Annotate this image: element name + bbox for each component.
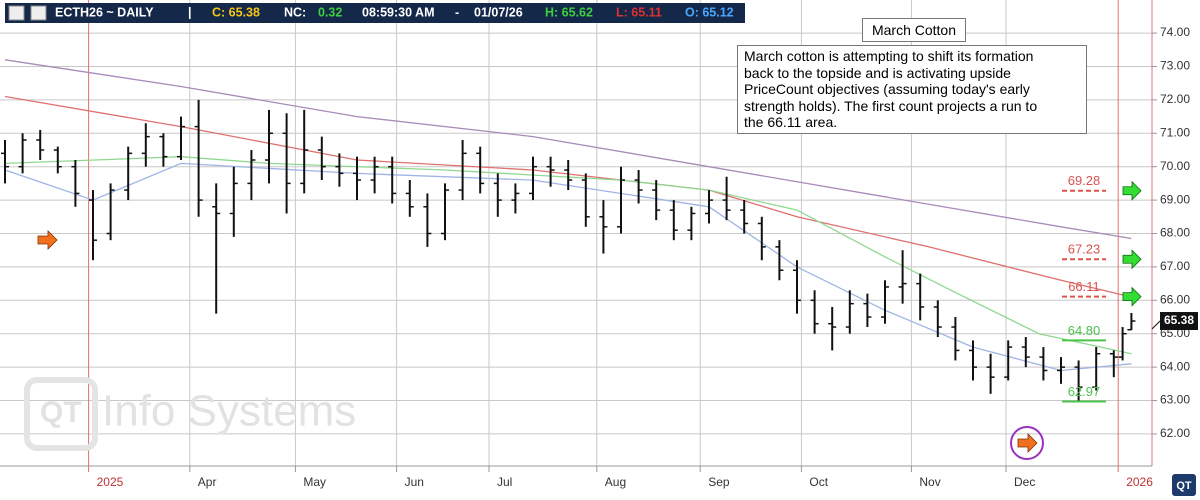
y-tick-label: 66.00 [1160, 292, 1190, 306]
annotation-body: March cotton is attempting to shift its … [737, 45, 1087, 134]
y-tick-label: 69.00 [1160, 192, 1190, 206]
axes: 62.0063.0064.0065.0066.0067.0068.0069.00… [0, 0, 1198, 489]
x-tick-label: Apr [198, 475, 217, 489]
y-tick-label: 62.00 [1160, 426, 1190, 440]
annotation-line: PriceCount objectives (assuming today's … [744, 81, 1030, 97]
watermark-logo [24, 377, 98, 451]
y-tick-label: 72.00 [1160, 92, 1190, 106]
watermark-text: Info Systems [102, 387, 356, 436]
y-tick-label: 71.00 [1160, 125, 1190, 139]
header: ECTH26 ~ DAILY | C: 65.38 NC: 0.32 08:59:30 A… [55, 5, 734, 19]
y-tick-label: 64.00 [1160, 359, 1190, 373]
annotation-line: strength holds). The first count project… [744, 97, 1038, 114]
x-tick-label: Nov [919, 475, 940, 489]
arrow-circle [1010, 426, 1044, 460]
header-item: O: 65.12 [685, 5, 734, 19]
bars [1, 99, 1136, 401]
x-tick-label: May [303, 475, 326, 489]
x-tick-label: Oct [809, 475, 828, 489]
annotation-title: March Cotton [862, 18, 966, 42]
header-icon [8, 5, 25, 21]
header-item: L: 65.11 [616, 5, 662, 19]
annotation-line: March cotton is attempting to shift its … [744, 48, 1034, 64]
y-tick-label: 74.00 [1160, 25, 1190, 39]
level-label: 62.97 [1068, 384, 1101, 399]
arrow-green [1122, 249, 1142, 270]
header-item: H: 65.62 [545, 5, 593, 19]
y-tick-label: 63.00 [1160, 393, 1190, 407]
header-icon [30, 5, 47, 21]
header-item: C: 65.38 [212, 5, 260, 19]
x-tick-label: Jul [497, 475, 512, 489]
header-item: 0.32 [318, 5, 342, 19]
price-pointer [1151, 320, 1161, 330]
header-item: 01/07/26 [474, 5, 523, 19]
levels: 69.28 67.23 66.11 64.80 62.97 [1062, 173, 1142, 403]
y-tick-label: 67.00 [1160, 259, 1190, 273]
annotation-line: back to the topside and is activating up… [744, 64, 1011, 81]
arrow-orange [37, 230, 58, 250]
arrow [37, 230, 58, 250]
header-bar [5, 3, 745, 23]
corner-logo [1172, 474, 1196, 496]
watermark-logo-text: QT [40, 396, 82, 429]
corner-logo-text: QT [1176, 480, 1192, 492]
x-tick-label: Jun [405, 475, 424, 489]
arrow-orange [1017, 433, 1038, 453]
annotation-line: the 66.11 area. [744, 114, 838, 130]
level-label: 67.23 [1068, 242, 1101, 257]
watermark-group: QT Info Systems [24, 377, 356, 451]
arrow [1010, 426, 1044, 460]
price-tag [1160, 312, 1198, 331]
arrow-green [1122, 180, 1142, 201]
y-tick-label: 70.00 [1160, 159, 1190, 173]
level-label: 64.80 [1068, 323, 1101, 338]
moving-average [4, 59, 1132, 240]
x-tick-label: Sep [708, 475, 730, 489]
header-item: 08:59:30 AM [362, 5, 435, 19]
y-tick-label: 73.00 [1160, 59, 1190, 73]
arrow-green [1122, 286, 1142, 307]
level-label: 69.28 [1068, 173, 1101, 188]
price-tag-label: 65.38 [1164, 313, 1194, 327]
level-label: 66.11 [1068, 279, 1100, 294]
header-item: ECTH26 ~ DAILY [55, 5, 154, 19]
header-item: NC: [284, 5, 306, 19]
y-tick-label: 68.00 [1160, 226, 1190, 240]
x-tick-label: 2026 [1126, 475, 1153, 489]
header-item: | [188, 5, 192, 19]
x-tick-label: Dec [1014, 475, 1035, 489]
x-tick-label: Aug [605, 475, 626, 489]
header-item: - [455, 5, 459, 19]
x-tick-label: 2025 [97, 475, 124, 489]
